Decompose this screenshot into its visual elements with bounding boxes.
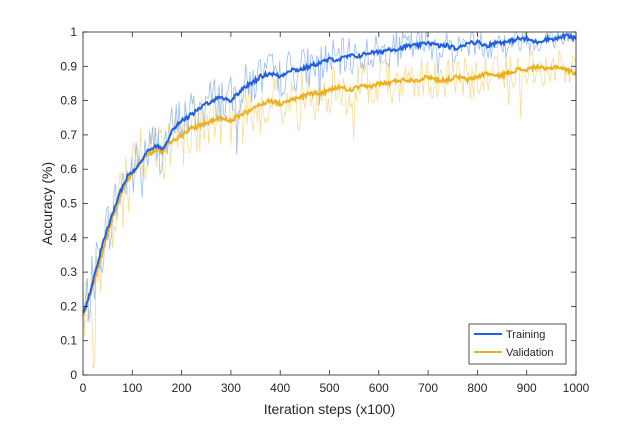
x-tick-label: 600 xyxy=(369,381,389,395)
y-axis-ticks: 0 0.1 0.2 0.3 0.4 0.5 0.6 0.7 0.8 0.9 1 xyxy=(60,25,576,382)
x-tick-label: 300 xyxy=(221,381,241,395)
y-tick-label: 0.8 xyxy=(60,94,77,108)
x-tick-label: 200 xyxy=(172,381,192,395)
series-line-training xyxy=(83,31,577,313)
x-tick-label: 500 xyxy=(319,381,339,395)
y-axis-label: Accuracy (%) xyxy=(39,162,55,245)
legend-label-training: Training xyxy=(506,329,545,341)
x-axis-ticks: 0 100 200 300 400 500 600 700 800 900 1000 xyxy=(80,32,590,395)
x-tick-label: 1000 xyxy=(563,381,590,395)
x-tick-label: 400 xyxy=(270,381,290,395)
y-tick-label: 0.3 xyxy=(60,265,77,279)
x-axis-label: Iteration steps (x100) xyxy=(264,401,396,417)
x-tick-label: 100 xyxy=(122,381,142,395)
y-tick-label: 0.6 xyxy=(60,162,77,176)
raw-line-training xyxy=(82,30,576,323)
y-tick-label: 0.7 xyxy=(60,128,77,142)
y-tick-label: 0 xyxy=(70,368,77,382)
x-tick-label: 800 xyxy=(467,381,487,395)
plot-background xyxy=(83,32,576,375)
y-tick-label: 0.1 xyxy=(60,334,77,348)
y-tick-label: 0.2 xyxy=(60,299,77,313)
legend: Training Validation xyxy=(468,323,567,365)
x-tick-label: 0 xyxy=(80,381,87,395)
y-tick-label: 0.5 xyxy=(60,197,77,211)
x-tick-label: 900 xyxy=(517,381,537,395)
legend-label-validation: Validation xyxy=(506,347,554,359)
x-tick-label: 700 xyxy=(418,381,438,395)
y-tick-label: 1 xyxy=(70,25,77,39)
raw-line-validation xyxy=(82,49,576,369)
smoothed-series-layer xyxy=(82,31,577,316)
y-tick-label: 0.9 xyxy=(60,59,77,73)
series-line-validation xyxy=(82,62,577,316)
legend-box xyxy=(468,323,567,365)
raw-series-layer xyxy=(82,30,576,369)
y-tick-label: 0.4 xyxy=(60,231,77,245)
